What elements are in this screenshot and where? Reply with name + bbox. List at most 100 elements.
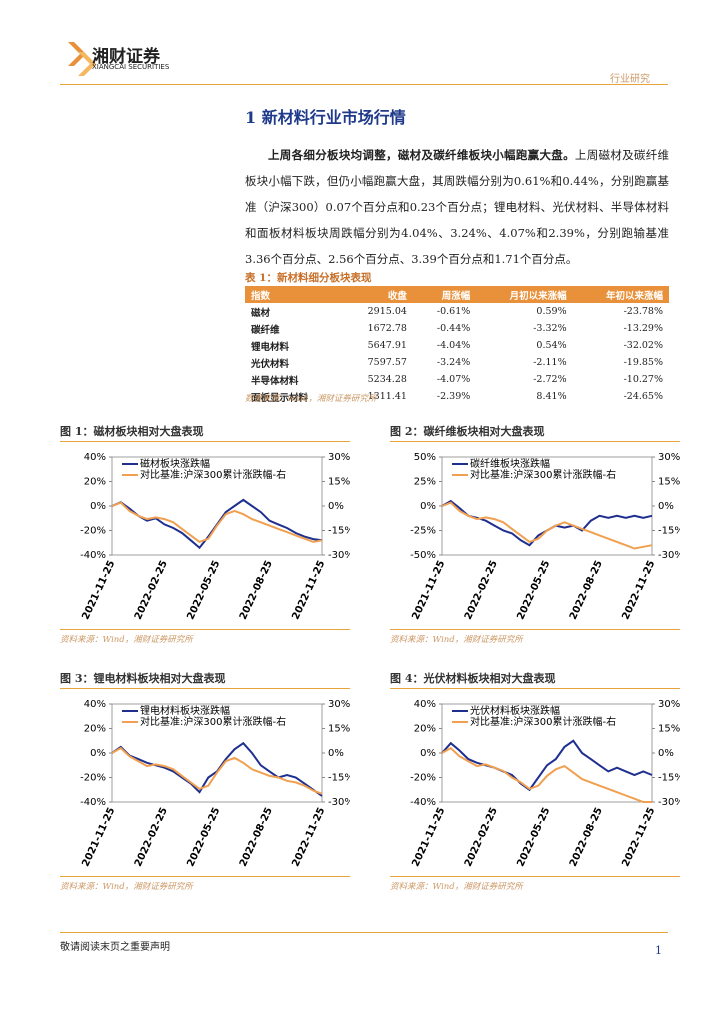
figure-title: 图 4：光伏材料板块相对大盘表现 <box>390 670 680 689</box>
y-tick-label: 0% <box>90 748 106 759</box>
y2-tick-label: 15% <box>328 477 350 488</box>
x-tick-label: 2021-11-25 <box>80 559 117 622</box>
source-rule <box>390 876 680 877</box>
x-tick-label: 2022-11-25 <box>290 806 327 869</box>
legend-label: 对比基准:沪深300累计涨跌幅-右 <box>140 715 286 728</box>
source-rule <box>390 629 680 630</box>
table-cell: 5234.28 <box>367 374 407 385</box>
column-header: 月初以来涨幅 <box>476 286 573 303</box>
body: 上周磁材及碳纤维板块小幅下跌，但仍小幅跑赢大盘，其周跌幅分别为0.61%和0.4… <box>245 148 670 266</box>
y-tick-label: 0% <box>90 501 106 512</box>
figure-title: 图 2：碳纤维板块相对大盘表现 <box>390 423 680 442</box>
paragraph: 上周各细分板块均调整，磁材及碳纤维板块小幅跑赢大盘。上周磁材及碳纤维板块小幅下跌… <box>245 142 669 272</box>
y-tick-label: 50% <box>414 452 436 463</box>
table-cell: 0.54% <box>536 340 567 351</box>
legend-label: 对比基准:沪深300累计涨跌幅-右 <box>140 468 286 481</box>
figure-title: 图 3：锂电材料板块相对大盘表现 <box>60 670 350 689</box>
series-line <box>441 739 653 792</box>
table-source: 数据来源：wind，湘财证券研究所 <box>245 394 377 404</box>
y2-tick-label: 0% <box>658 501 674 512</box>
x-tick-label: 2022-11-25 <box>620 806 657 869</box>
y-tick-label: 0% <box>420 748 436 759</box>
table-cell: -2.11% <box>533 357 567 368</box>
y2-tick-label: 0% <box>328 748 344 759</box>
table-cell: -3.24% <box>436 357 471 368</box>
x-tick-label: 2022-11-25 <box>290 559 327 622</box>
figure-source: 资料来源：Wind，湘财证券研究所 <box>60 635 193 645</box>
y2-tick-label: 15% <box>328 724 350 735</box>
table-row: 半导体材料 5234.28 -4.07% -2.72% -10.27% <box>245 371 669 388</box>
table-cell: -0.44% <box>436 323 471 334</box>
table-cell: -3.32% <box>533 323 567 334</box>
y2-tick-label: 15% <box>658 724 680 735</box>
x-tick-label: 2022-02-25 <box>463 806 500 869</box>
x-tick-label: 2022-08-25 <box>238 559 275 622</box>
y2-tick-label: -15% <box>658 773 680 784</box>
series-line <box>111 501 323 544</box>
x-tick-label: 2022-08-25 <box>238 806 275 869</box>
section-title: 1 新材料行业市场行情 <box>245 108 406 127</box>
table-header: 指数 收盘 周涨幅 月初以来涨幅 年初以来涨幅 <box>245 286 669 303</box>
table-cell: 7597.57 <box>367 357 407 368</box>
y2-tick-label: -15% <box>658 526 680 537</box>
x-tick-label: 2022-02-25 <box>133 806 170 869</box>
series-line <box>441 499 653 547</box>
x-tick-label: 2021-11-25 <box>410 559 447 622</box>
table-cell: -13.29% <box>623 323 663 334</box>
y-tick-label: 40% <box>84 452 106 463</box>
figure-source: 资料来源：Wind，湘财证券研究所 <box>390 635 523 645</box>
footer-notice: 敬请阅读末页之重要声明 <box>60 942 170 953</box>
y-tick-label: -40% <box>80 797 106 808</box>
table-cell: 1311.41 <box>367 391 407 402</box>
column-header: 周涨幅 <box>412 286 477 303</box>
table-cell: 半导体材料 <box>251 375 299 387</box>
y-tick-label: 0% <box>420 501 436 512</box>
page-number: 1 <box>655 944 662 957</box>
lead: 上周各细分板块均调整，磁材及碳纤维板块小幅跑赢大盘。 <box>268 148 575 162</box>
legend-label: 碳纤维板块涨跌幅 <box>470 457 550 470</box>
table-cell: 碳纤维 <box>251 324 280 336</box>
y2-tick-label: -30% <box>658 550 680 561</box>
column-header: 指数 <box>245 286 342 303</box>
y2-tick-label: 30% <box>658 699 680 710</box>
table-row: 面板显示材料 1311.41 -2.39% 8.41% -24.65% <box>245 388 669 405</box>
y-tick-label: 20% <box>414 724 436 735</box>
x-tick-label: 2022-05-25 <box>515 559 552 622</box>
table-cell: 1672.78 <box>367 323 407 334</box>
y-tick-label: 40% <box>84 699 106 710</box>
y2-tick-label: 0% <box>328 501 344 512</box>
series-line <box>441 746 652 803</box>
series-line <box>111 498 323 550</box>
legend-label: 对比基准:沪深300累计涨跌幅-右 <box>470 468 616 481</box>
y2-tick-label: -30% <box>658 797 680 808</box>
table-row: 磁材 2915.04 -0.61% 0.59% -23.78% <box>245 303 669 320</box>
x-tick-label: 2022-02-25 <box>133 559 170 622</box>
brand-en: XIANGCAI SECURITIES <box>92 63 170 71</box>
series-line <box>111 746 323 795</box>
table-cell: 磁材 <box>251 307 271 319</box>
table-cell: 光伏材料 <box>251 358 290 370</box>
footer-rule <box>60 932 668 933</box>
y-tick-label: -20% <box>80 773 106 784</box>
series-line <box>111 741 323 797</box>
x-tick-label: 2022-05-25 <box>185 806 222 869</box>
table-cell: -4.04% <box>436 340 471 351</box>
table-caption: 表 1：新材料细分板块表现 <box>245 272 372 284</box>
chart: -50% -25% 0% 25% 50% -30% -15% 0% 15% 30% 2021-11-… <box>410 452 680 622</box>
x-tick-label: 2022-05-25 <box>515 806 552 869</box>
brand: 湘财证券 <box>92 47 160 67</box>
y-tick-label: -50% <box>410 550 436 561</box>
legend-label: 对比基准:沪深300累计涨跌幅-右 <box>470 715 616 728</box>
y-tick-label: -20% <box>80 526 106 537</box>
table-cell: -0.61% <box>436 306 471 317</box>
table-cell: 2915.04 <box>367 306 407 317</box>
y-tick-label: 40% <box>414 699 436 710</box>
table-cell: -2.72% <box>533 374 567 385</box>
y2-tick-label: 30% <box>658 452 680 463</box>
column-header: 年初以来涨幅 <box>572 286 669 303</box>
series-line <box>441 501 653 550</box>
table-cell: -19.85% <box>623 357 663 368</box>
table-cell: -2.39% <box>436 391 471 402</box>
figure-source: 资料来源：Wind，湘财证券研究所 <box>60 882 193 892</box>
y2-tick-label: 15% <box>658 477 680 488</box>
